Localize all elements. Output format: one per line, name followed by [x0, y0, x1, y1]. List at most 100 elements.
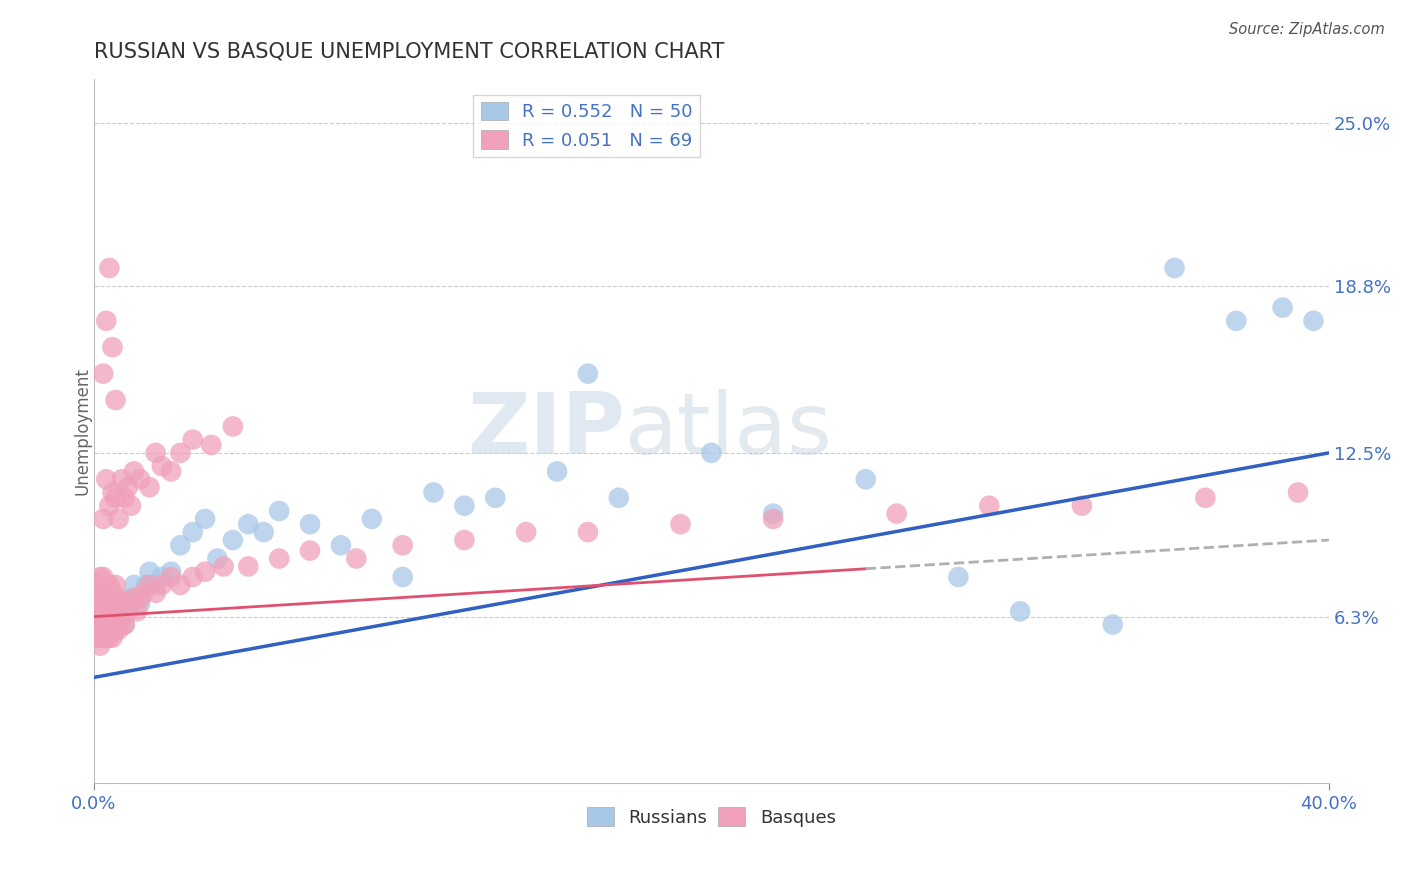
Point [96, 578, 118, 592]
Point [101, 631, 124, 645]
Point [360, 512, 382, 526]
Point [98, 591, 121, 606]
Point [107, 612, 129, 626]
Point [160, 464, 183, 478]
Point [98, 260, 121, 275]
Point [299, 517, 322, 532]
Point [138, 578, 160, 592]
Point [132, 586, 155, 600]
Point [91, 609, 114, 624]
Point [453, 533, 475, 547]
Point [194, 512, 217, 526]
Point [86, 617, 108, 632]
Point [391, 570, 413, 584]
Point [91, 367, 114, 381]
Point [515, 525, 537, 540]
Point [1286, 485, 1309, 500]
Point [96, 591, 118, 606]
Point [86, 596, 108, 610]
Point [104, 491, 127, 505]
Point [101, 623, 124, 637]
Point [98, 578, 121, 592]
Point [138, 480, 160, 494]
Point [107, 623, 129, 637]
Point [91, 631, 114, 645]
Text: atlas: atlas [624, 389, 832, 473]
Point [91, 631, 114, 645]
Point [114, 596, 136, 610]
Point [89, 617, 111, 632]
Point [222, 419, 245, 434]
Point [1271, 301, 1294, 315]
Point [1163, 260, 1185, 275]
Point [101, 485, 124, 500]
Y-axis label: Unemployment: Unemployment [75, 367, 91, 495]
Point [253, 525, 276, 540]
Point [114, 617, 136, 632]
Point [1225, 314, 1247, 328]
Point [111, 617, 134, 632]
Point [129, 472, 152, 486]
Point [269, 504, 291, 518]
Point [98, 604, 121, 618]
Point [104, 612, 127, 626]
Point [222, 533, 245, 547]
Point [101, 340, 124, 354]
Point [86, 631, 108, 645]
Point [104, 612, 127, 626]
Point [91, 512, 114, 526]
Text: ZIP: ZIP [467, 389, 624, 473]
Point [329, 538, 352, 552]
Point [484, 491, 506, 505]
Point [101, 617, 124, 632]
Point [979, 499, 1001, 513]
Point [98, 499, 121, 513]
Point [89, 604, 111, 618]
Point [86, 631, 108, 645]
Point [762, 507, 785, 521]
Point [1070, 499, 1092, 513]
Point [107, 596, 129, 610]
Point [135, 578, 157, 592]
Point [104, 623, 127, 637]
Point [145, 446, 167, 460]
Point [1194, 491, 1216, 505]
Point [111, 596, 134, 610]
Legend: Russians, Basques: Russians, Basques [579, 800, 844, 834]
Point [855, 472, 877, 486]
Point [138, 565, 160, 579]
Point [576, 367, 599, 381]
Point [200, 438, 222, 452]
Point [344, 551, 367, 566]
Point [169, 446, 191, 460]
Point [160, 565, 183, 579]
Point [98, 617, 121, 632]
Point [238, 559, 260, 574]
Point [145, 586, 167, 600]
Point [89, 591, 111, 606]
Point [107, 591, 129, 606]
Point [762, 512, 785, 526]
Point [122, 464, 145, 478]
Point [269, 551, 291, 566]
Point [1302, 314, 1324, 328]
Point [117, 604, 139, 618]
Point [212, 559, 235, 574]
Text: Source: ZipAtlas.com: Source: ZipAtlas.com [1229, 22, 1385, 37]
Point [181, 570, 204, 584]
Point [86, 578, 108, 592]
Point [98, 631, 121, 645]
Point [91, 586, 114, 600]
Point [150, 459, 173, 474]
Point [91, 596, 114, 610]
Point [453, 499, 475, 513]
Point [150, 570, 173, 584]
Point [120, 499, 142, 513]
Point [114, 491, 136, 505]
Point [117, 480, 139, 494]
Point [145, 578, 167, 592]
Point [700, 446, 723, 460]
Point [104, 392, 127, 407]
Text: RUSSIAN VS BASQUE UNEMPLOYMENT CORRELATION CHART: RUSSIAN VS BASQUE UNEMPLOYMENT CORRELATI… [94, 42, 724, 62]
Point [546, 464, 568, 478]
